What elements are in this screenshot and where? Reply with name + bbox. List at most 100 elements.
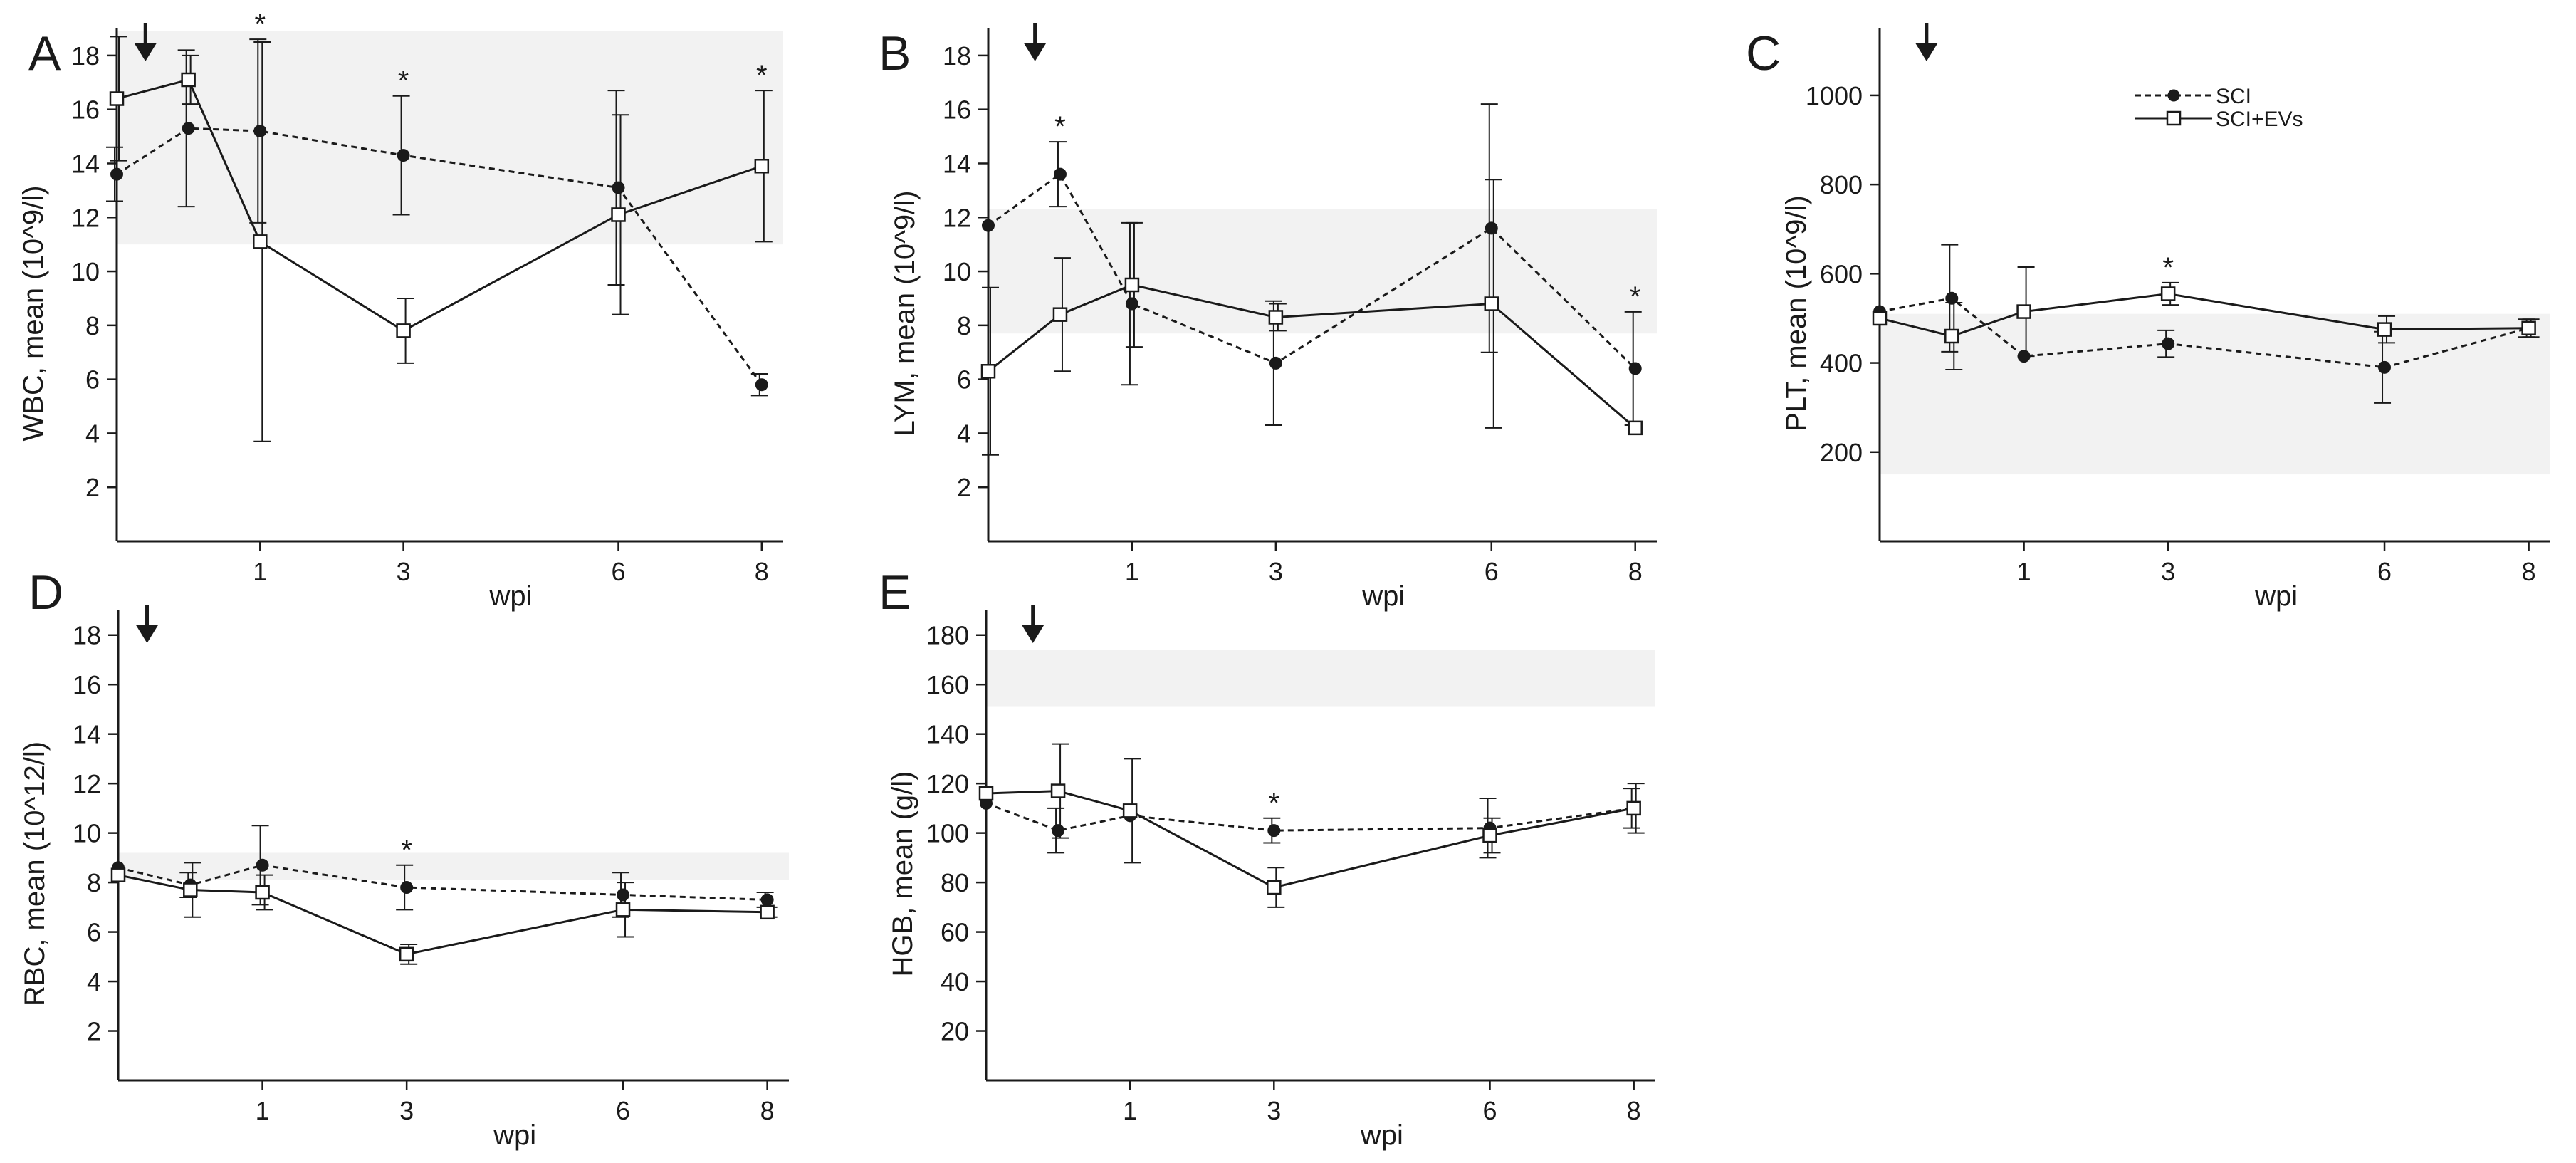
data-point-sciev xyxy=(1628,420,1643,436)
x-tick-label: 6 xyxy=(612,557,626,586)
y-tick-label: 4 xyxy=(85,419,100,448)
y-tick-label: 18 xyxy=(943,41,971,71)
data-point-sci xyxy=(182,122,195,135)
x-axis-title: wpi xyxy=(489,580,533,612)
panel-a: 2 4 6 8 10 12 14 16 18 1 3 6 8 wpi WBC, mean (10^9/l) A… xyxy=(18,9,783,612)
data-point-sciev xyxy=(253,234,268,249)
x-tick-label: 1 xyxy=(1123,1096,1137,1125)
data-point-sciev xyxy=(2016,304,2031,319)
data-point-sciev xyxy=(1268,310,1284,325)
panel-d: 2 4 6 8 10 12 14 16 18 1 3 6 8 wpi RBC, mean (10^12/l)… xyxy=(19,565,789,1151)
significance-star: * xyxy=(398,66,409,97)
y-tick-label: 12 xyxy=(73,769,101,798)
reference-band xyxy=(117,31,783,245)
x-tick-label: 3 xyxy=(2161,557,2175,586)
series-sci-line xyxy=(117,864,768,901)
y-axis-title: PLT, mean (10^9/l) xyxy=(1781,195,1812,432)
data-point-sciev xyxy=(978,786,994,801)
x-axis-title: wpi xyxy=(1361,580,1405,612)
y-tick-label: 180 xyxy=(926,621,969,650)
significance-star: * xyxy=(756,60,768,91)
data-point-sci xyxy=(400,881,414,895)
y-tick-label: 1000 xyxy=(1806,81,1863,110)
injection-arrow-head xyxy=(1915,43,1938,61)
y-tick-label: 80 xyxy=(941,868,969,897)
data-point-sci xyxy=(1053,167,1067,181)
panel-letter: B xyxy=(879,26,911,80)
data-point-sci xyxy=(2162,337,2175,350)
y-tick-label: 60 xyxy=(941,918,969,947)
reference-band xyxy=(118,852,789,880)
legend: SCI SCI+EVs xyxy=(2135,85,2303,131)
x-tick-label: 6 xyxy=(1483,1096,1497,1125)
data-point-sci xyxy=(1269,356,1282,370)
y-tick-label: 800 xyxy=(1820,170,1863,199)
y-axis-title: HGB, mean (g/l) xyxy=(887,771,918,977)
data-point-sciev xyxy=(110,867,126,882)
series-sciev-line xyxy=(116,78,763,333)
x-tick-label: 6 xyxy=(2377,557,2392,586)
y-tick-label: 160 xyxy=(926,670,969,699)
x-tick-label: 8 xyxy=(760,1096,775,1125)
panel-letter: E xyxy=(879,565,911,620)
y-tick-label: 12 xyxy=(943,203,971,232)
x-tick-label: 6 xyxy=(616,1096,630,1125)
x-tick-label: 6 xyxy=(1485,557,1499,586)
significance-star: * xyxy=(1269,788,1280,819)
significance-star: * xyxy=(1630,281,1641,313)
x-axis-title: wpi xyxy=(493,1120,536,1151)
data-point-sci xyxy=(253,125,267,137)
y-tick-label: 18 xyxy=(71,41,100,71)
x-tick-label: 1 xyxy=(2017,557,2031,586)
series-sci-line xyxy=(1879,297,2530,369)
series-sci-line xyxy=(988,172,1636,370)
y-tick-label: 100 xyxy=(926,819,969,848)
data-point-sci xyxy=(617,888,630,902)
y-axis-title: LYM, mean (10^9/l) xyxy=(889,191,921,437)
x-tick-label: 3 xyxy=(1267,1096,1281,1125)
data-point-sciev xyxy=(1872,311,1888,326)
data-point-sciev xyxy=(1482,828,1497,843)
y-tick-label: 4 xyxy=(87,967,101,996)
injection-arrow-head xyxy=(1021,625,1044,643)
significance-star: * xyxy=(401,835,412,866)
data-point-sciev xyxy=(1267,880,1282,895)
data-point-sciev xyxy=(183,882,198,897)
data-point-sciev xyxy=(2521,320,2536,335)
y-tick-label: 40 xyxy=(941,967,969,996)
y-tick-label: 14 xyxy=(73,720,101,749)
data-point-sci xyxy=(1945,291,1959,305)
x-tick-label: 8 xyxy=(755,557,769,586)
data-point-sciev xyxy=(399,946,414,962)
data-point-sciev xyxy=(1052,307,1068,322)
y-tick-label: 16 xyxy=(943,95,971,125)
series-sci-line xyxy=(985,802,1634,832)
y-tick-label: 120 xyxy=(926,769,969,798)
data-point-sciev xyxy=(611,207,626,222)
significance-star: * xyxy=(2162,252,2174,283)
data-point-sci xyxy=(612,181,625,194)
x-axis-title: wpi xyxy=(2254,580,2298,612)
panel-letter: A xyxy=(28,26,61,80)
data-point-sciev xyxy=(255,885,270,900)
data-point-sciev xyxy=(1944,328,1959,344)
series-sciev-line xyxy=(988,283,1636,429)
y-tick-label: 10 xyxy=(73,819,101,848)
data-point-sci xyxy=(1052,824,1065,838)
data-point-sciev xyxy=(1124,277,1140,293)
data-point-sci xyxy=(760,893,774,907)
y-tick-label: 6 xyxy=(87,918,101,947)
legend-sci-label: SCI xyxy=(2216,85,2251,108)
x-tick-label: 8 xyxy=(1628,557,1643,586)
data-point-sci xyxy=(397,149,410,162)
injection-arrow-head xyxy=(1023,43,1047,61)
series-sciev-line xyxy=(1879,293,2529,338)
legend-sci-marker xyxy=(2167,89,2180,102)
y-tick-label: 140 xyxy=(926,720,969,749)
series-sciev-line xyxy=(985,790,1634,889)
y-tick-label: 18 xyxy=(73,621,101,650)
data-point-sci xyxy=(256,858,269,872)
y-tick-label: 6 xyxy=(85,365,100,395)
x-tick-label: 1 xyxy=(253,557,267,586)
